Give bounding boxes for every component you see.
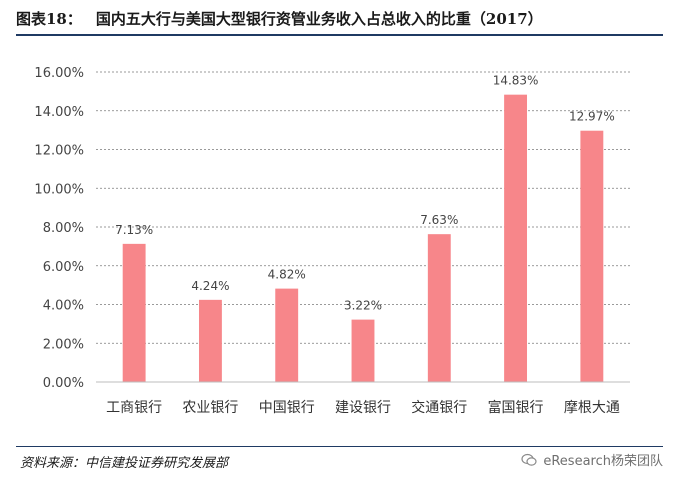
y-tick-label: 0.00%	[43, 376, 84, 391]
bar	[122, 243, 146, 382]
data-label: 4.24%	[191, 279, 229, 293]
y-tick-label: 6.00%	[43, 260, 84, 275]
figure-label: 图表18：	[16, 10, 82, 28]
bar	[427, 234, 451, 382]
bar	[351, 319, 375, 382]
x-category-label: 农业银行	[182, 400, 238, 416]
bar	[275, 288, 299, 382]
chat-bubble-icon	[521, 453, 537, 466]
source-note: 资料来源：中信建投证券研究发展部	[20, 456, 229, 471]
y-tick-label: 12.00%	[34, 144, 84, 159]
x-category-label: 工商银行	[106, 400, 162, 416]
data-labels: 7.13% 4.24% 4.82% 3.22% 7.63% 14.83% 12.97%	[115, 74, 615, 313]
x-category-label: 富国银行	[488, 399, 544, 416]
data-label: 12.97%	[569, 110, 615, 124]
data-label: 14.83%	[493, 74, 539, 88]
y-tick-label: 2.00%	[43, 337, 84, 352]
bar	[580, 130, 604, 382]
watermark: eResearch杨荣团队	[521, 450, 663, 469]
x-category-label: 建设银行	[335, 400, 391, 416]
bar-chart: 0.00% 2.00% 4.00% 6.00% 8.00% 10.00% 12.00% 14.…	[34, 66, 630, 416]
footer-rule	[16, 446, 663, 447]
chart-title: 国内五大行与美国大型银行资管业务收入占总收入的比重（2017）	[95, 10, 543, 28]
x-axis-categories: 工商银行 农业银行 中国银行 建设银行 交通银行 富国银行 摩根大通	[106, 399, 620, 416]
y-tick-label: 14.00%	[34, 105, 84, 120]
gridlines	[96, 71, 630, 344]
y-tick-label: 8.00%	[43, 221, 84, 236]
x-category-label: 交通银行	[411, 399, 467, 416]
bars	[122, 94, 604, 382]
y-tick-label: 4.00%	[43, 299, 84, 314]
bar	[504, 94, 528, 382]
data-label: 3.22%	[344, 299, 382, 313]
watermark-text: eResearch杨荣团队	[543, 454, 663, 469]
figure-header: 图表18： 国内五大行与美国大型银行资管业务收入占总收入的比重（2017）	[16, 6, 663, 32]
x-category-label: 摩根大通	[564, 399, 620, 416]
x-category-label: 中国银行	[259, 400, 315, 416]
data-label: 7.13%	[115, 223, 153, 237]
y-tick-label: 10.00%	[34, 182, 84, 197]
data-label: 4.82%	[268, 268, 306, 282]
y-tick-label: 16.00%	[34, 66, 84, 81]
bar	[198, 299, 222, 382]
data-label: 7.63%	[420, 213, 458, 227]
header-rule	[16, 34, 663, 36]
y-axis-ticks: 0.00% 2.00% 4.00% 6.00% 8.00% 10.00% 12.00% 14.…	[34, 66, 84, 391]
